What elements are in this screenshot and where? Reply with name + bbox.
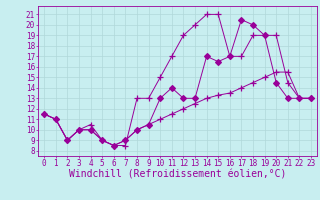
- X-axis label: Windchill (Refroidissement éolien,°C): Windchill (Refroidissement éolien,°C): [69, 170, 286, 180]
